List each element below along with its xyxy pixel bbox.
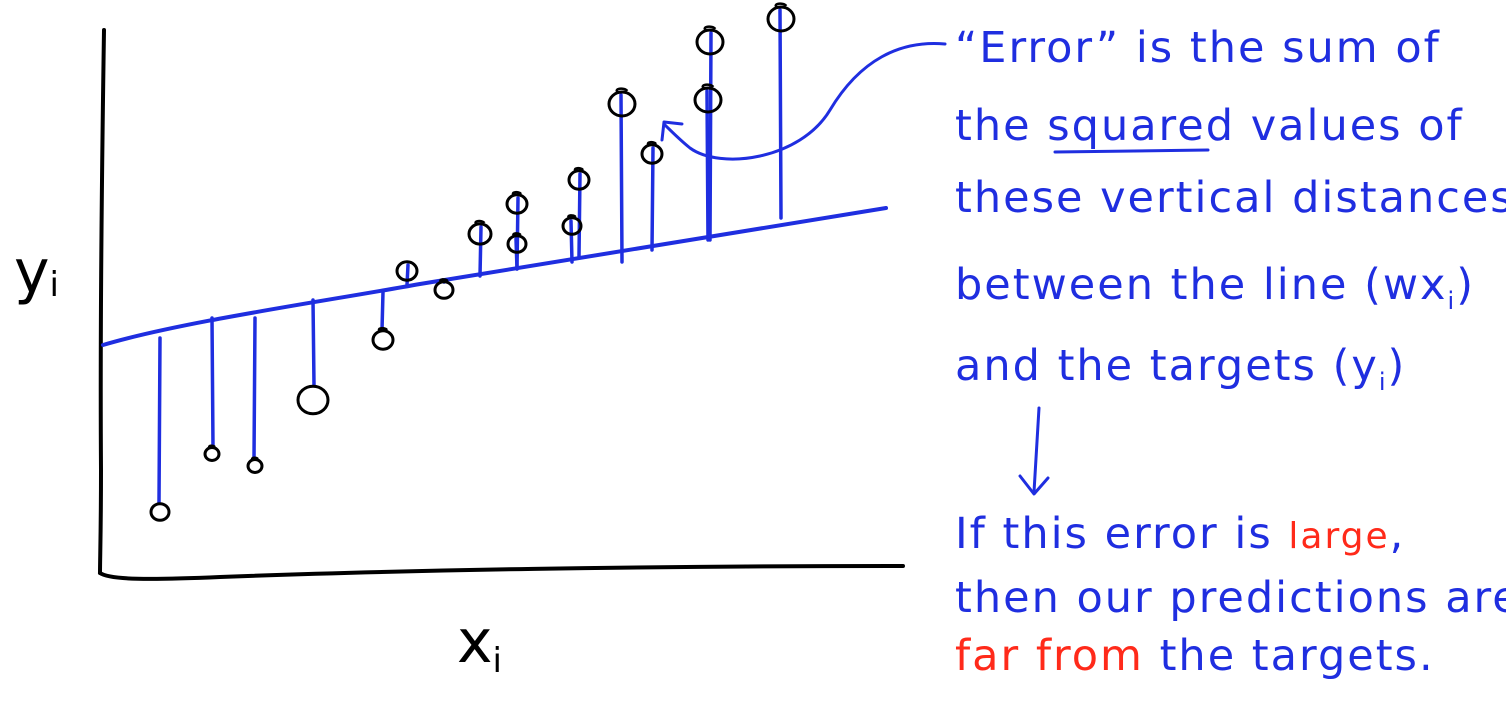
data-point: [766, 5, 796, 33]
data-point: [246, 458, 264, 474]
data-point: [607, 90, 637, 118]
note-line-3: these vertical distances: [955, 173, 1506, 223]
data-point-tick: [567, 214, 577, 219]
data-point: [561, 216, 583, 236]
callout-arrowhead: [660, 120, 684, 142]
residual-line: [405, 263, 410, 287]
conclusion-line-3: far from the targets.: [955, 631, 1435, 681]
residual-lines: [157, 8, 783, 505]
data-point-tick: [474, 219, 486, 226]
down-arrow: [1032, 406, 1041, 494]
residual-line: [157, 336, 162, 505]
x-axis-label: xi: [457, 607, 502, 681]
data-point-tick: [646, 140, 658, 146]
data-point: [395, 260, 419, 282]
data-point-tick: [377, 326, 389, 332]
residual-line: [708, 31, 713, 242]
data-point-tick: [439, 278, 449, 283]
underlined-word: squared: [1047, 101, 1235, 151]
squared-underline: [1053, 148, 1210, 154]
data-point-tick: [250, 456, 259, 461]
residual-line: [210, 316, 215, 449]
conclusion-line-1: If this error is large,: [955, 509, 1405, 559]
data-point: [567, 169, 591, 191]
data-point-tick: [703, 25, 717, 32]
residual-line: [650, 146, 655, 252]
residual-line: [619, 93, 624, 264]
data-point: [695, 28, 725, 56]
data-point: [467, 222, 493, 246]
data-point-tick: [774, 2, 788, 9]
residual-line: [311, 298, 316, 387]
data-point-tick: [701, 83, 715, 90]
data-point-tick: [511, 190, 523, 196]
note-line-4: between the line (wxi): [955, 260, 1475, 315]
data-points: [149, 2, 796, 522]
y-axis-label: yi: [14, 237, 59, 307]
data-point: [640, 143, 664, 165]
data-point: [149, 502, 171, 522]
data-point: [203, 446, 221, 462]
y-axis: [98, 28, 106, 575]
data-point-tick: [207, 444, 216, 449]
data-point-tick: [615, 87, 629, 94]
data-point-tick: [512, 232, 522, 237]
data-point: [693, 86, 723, 114]
residual-line: [705, 89, 710, 242]
residual-line: [577, 172, 582, 258]
data-point: [506, 234, 528, 254]
residual-line: [380, 290, 385, 332]
residual-line: [778, 8, 783, 220]
residual-line: [252, 316, 257, 461]
callout-arrow: [662, 42, 947, 161]
conclusion-line-2: then our predictions are: [955, 573, 1506, 623]
note-line-2: the squared values of: [955, 101, 1464, 151]
down-arrowhead: [1018, 474, 1050, 496]
residual-line: [478, 225, 483, 278]
data-point: [296, 384, 330, 416]
note-line-5: and the targets (yi): [955, 341, 1406, 396]
residual-line: [569, 219, 574, 264]
data-point: [505, 193, 529, 215]
note-line-1: “Error” is the sum of: [955, 23, 1441, 73]
regression-line: [101, 206, 888, 347]
data-point: [371, 329, 395, 351]
data-point-tick: [573, 166, 585, 172]
data-point: [433, 280, 455, 300]
x-axis: [98, 564, 905, 581]
